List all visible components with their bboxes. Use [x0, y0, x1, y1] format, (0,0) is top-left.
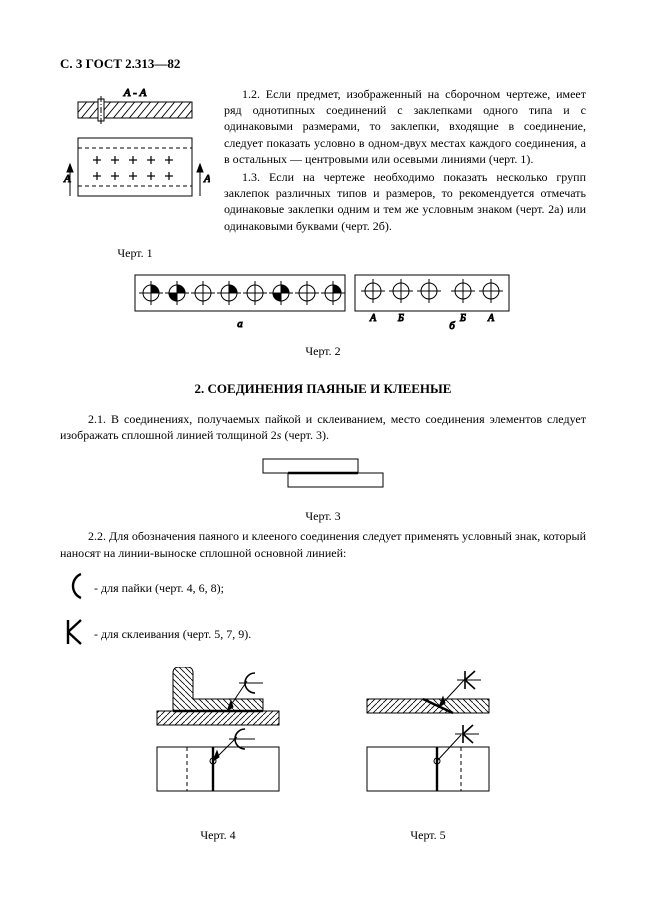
paragraphs-top: 1.2. Если предмет, изображенный на сборо… [210, 86, 586, 236]
figure-1: А - А [60, 86, 210, 261]
symbol-solder-text: - для пайки (черт. 4, 6, 8); [94, 581, 224, 596]
para-1-3: 1.3. Если на чертеже необходимо показать… [224, 169, 586, 234]
symbol-glue-text: - для склеивания (черт. 5, 7, 9). [94, 627, 251, 642]
symbol-solder: - для пайки (черт. 4, 6, 8); [60, 571, 586, 607]
symbol-glue: - для склеивания (черт. 5, 7, 9). [60, 617, 586, 653]
svg-text:А: А [63, 173, 71, 185]
para-2-2: 2.2. Для обозначения паяного и клееного … [60, 528, 586, 560]
figure-3-caption: Черт. 3 [60, 509, 586, 524]
figure-1-caption: Черт. 1 [60, 246, 210, 261]
svg-text:Б: Б [459, 313, 466, 324]
svg-text:А: А [369, 313, 377, 324]
svg-text:А: А [203, 173, 210, 185]
para-1-2: 1.2. Если предмет, изображенный на сборо… [224, 86, 586, 167]
figure-5: Черт. 5 [353, 667, 503, 843]
svg-text:Б: Б [397, 313, 404, 324]
figure-2: а А Б Б А б Черт. 2 [60, 271, 586, 359]
section-2-title: 2. СОЕДИНЕНИЯ ПАЯНЫЕ И КЛЕЕНЫЕ [60, 381, 586, 397]
top-block: А - А [60, 86, 586, 261]
figure-5-caption: Черт. 5 [353, 828, 503, 843]
para-2-1: 2.1. В соединениях, получаемых пайкой и … [60, 411, 586, 443]
figures-4-5: Черт. 4 [60, 667, 586, 843]
svg-text:А: А [487, 313, 495, 324]
para-2-1-b: (черт. 3). [281, 428, 329, 442]
svg-text:а: а [237, 318, 243, 330]
figure-4: Черт. 4 [143, 667, 293, 843]
glue-k-icon [60, 617, 88, 653]
svg-text:А - А: А - А [123, 87, 147, 99]
figure-4-caption: Черт. 4 [143, 828, 293, 843]
page-header: С. 3 ГОСТ 2.313—82 [60, 56, 586, 72]
svg-text:б: б [449, 320, 455, 332]
solder-arc-icon [60, 571, 88, 607]
figure-2-caption: Черт. 2 [60, 344, 586, 359]
figure-3: Черт. 3 [60, 453, 586, 524]
